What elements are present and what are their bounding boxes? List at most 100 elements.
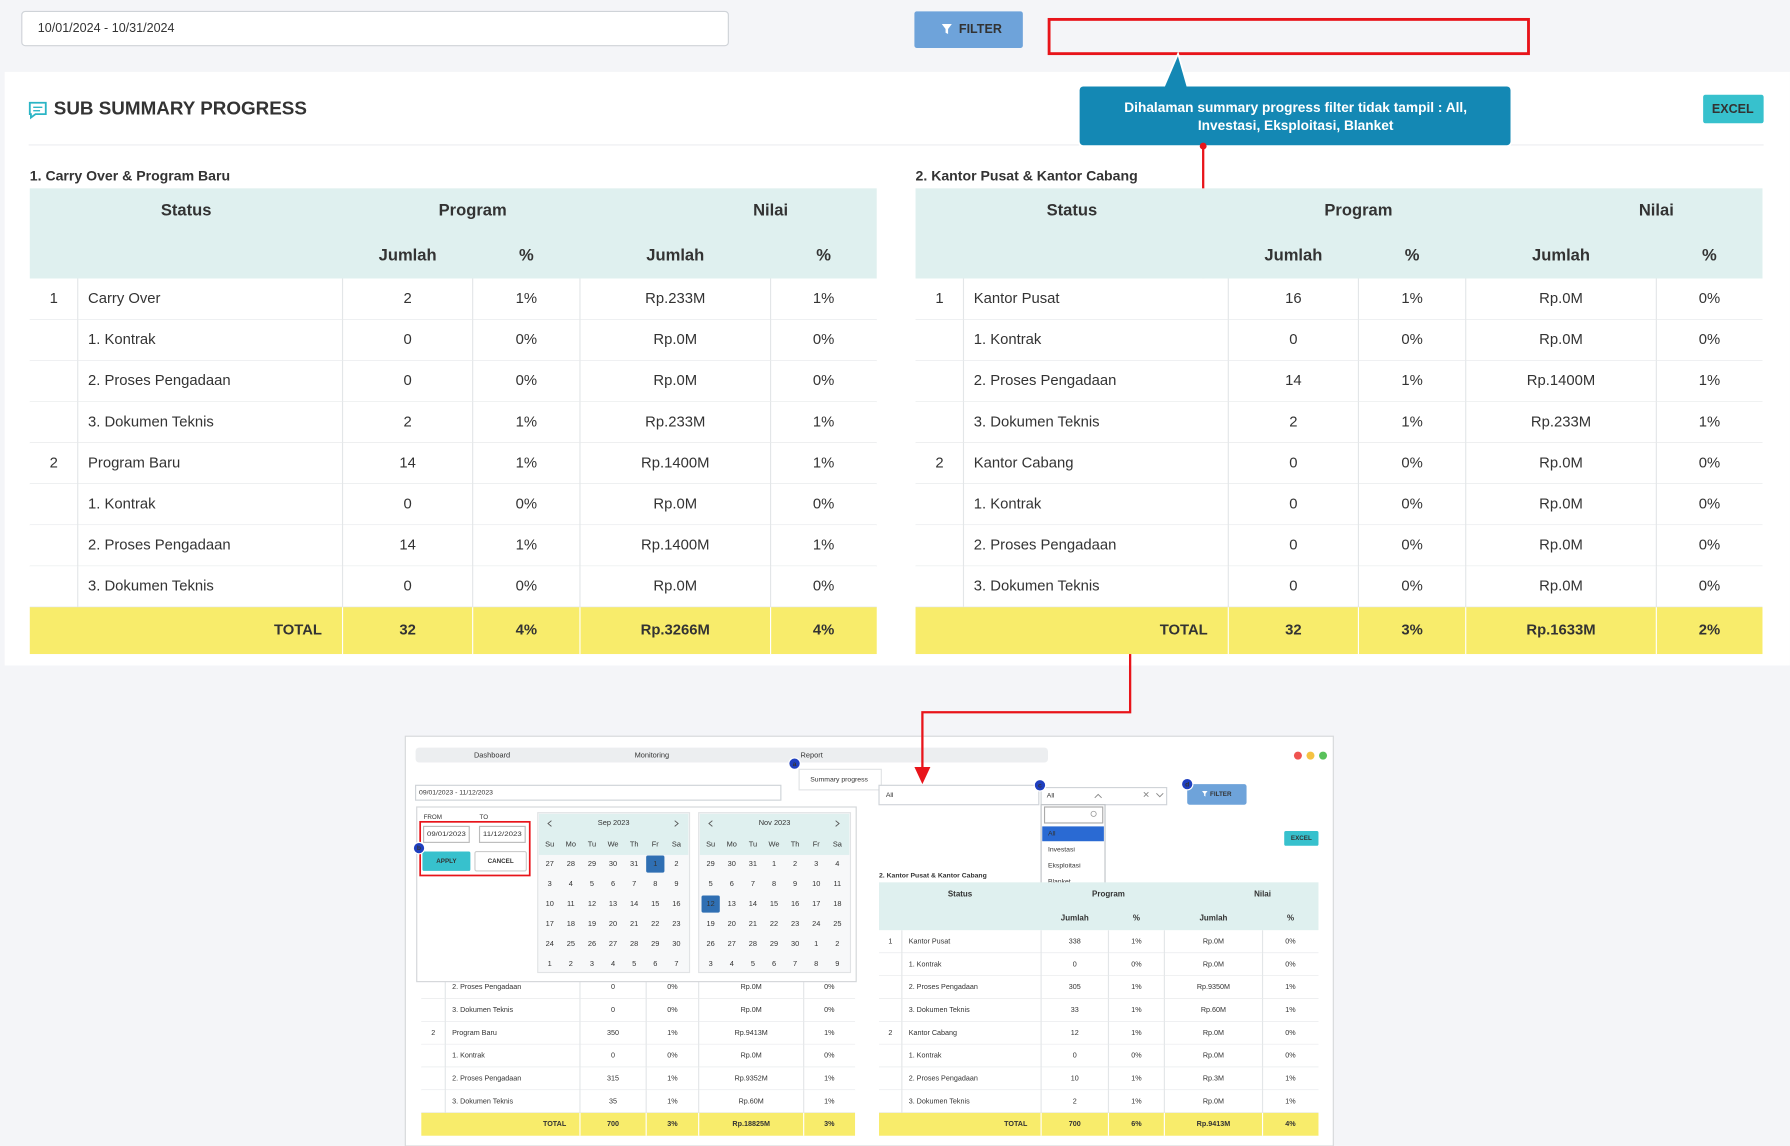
day[interactable]: 30 bbox=[672, 939, 680, 948]
dropdown-option[interactable]: Eksploitasi bbox=[1048, 863, 1081, 870]
prev-month[interactable] bbox=[547, 820, 552, 827]
day[interactable]: 7 bbox=[674, 959, 678, 968]
day[interactable]: 7 bbox=[751, 879, 755, 888]
dropdown-option[interactable]: Blanket bbox=[1048, 879, 1071, 886]
day[interactable]: 11 bbox=[567, 899, 575, 908]
day[interactable]: 24 bbox=[812, 919, 820, 928]
filter-button[interactable] bbox=[914, 11, 1023, 48]
day[interactable]: 23 bbox=[791, 919, 799, 928]
day[interactable]: 30 bbox=[728, 859, 736, 868]
day[interactable]: 22 bbox=[651, 919, 659, 928]
day[interactable]: 29 bbox=[651, 939, 659, 948]
day[interactable]: 4 bbox=[569, 879, 573, 888]
day[interactable]: 21 bbox=[630, 919, 638, 928]
day[interactable]: 2 bbox=[793, 859, 797, 868]
day[interactable]: 13 bbox=[609, 899, 617, 908]
day[interactable]: 3 bbox=[709, 959, 713, 968]
day[interactable]: 19 bbox=[707, 919, 715, 928]
day[interactable]: 5 bbox=[632, 959, 636, 968]
day[interactable]: 17 bbox=[546, 919, 554, 928]
day[interactable]: 6 bbox=[730, 879, 734, 888]
day[interactable]: 30 bbox=[791, 939, 799, 948]
day[interactable]: 4 bbox=[730, 959, 734, 968]
day[interactable]: 8 bbox=[653, 879, 657, 888]
day[interactable]: 3 bbox=[548, 879, 552, 888]
day[interactable]: 17 bbox=[812, 899, 820, 908]
row-persen: 0% bbox=[516, 373, 537, 389]
day[interactable]: 23 bbox=[672, 919, 680, 928]
day[interactable]: 18 bbox=[833, 899, 841, 908]
excel-button[interactable] bbox=[1284, 830, 1319, 846]
day[interactable]: 11 bbox=[834, 879, 842, 888]
day[interactable]: 2 bbox=[835, 939, 839, 948]
day[interactable]: 1 bbox=[653, 859, 657, 868]
prev-month[interactable] bbox=[708, 820, 713, 827]
day[interactable]: 4 bbox=[835, 859, 839, 868]
day[interactable]: 25 bbox=[833, 919, 841, 928]
day[interactable]: 5 bbox=[709, 879, 713, 888]
day[interactable]: 24 bbox=[546, 939, 554, 948]
day[interactable]: 29 bbox=[707, 859, 715, 868]
day[interactable]: 4 bbox=[611, 959, 615, 968]
day[interactable]: 1 bbox=[548, 959, 552, 968]
dropdown-option[interactable]: Investasi bbox=[1048, 847, 1075, 854]
day[interactable]: 16 bbox=[791, 899, 799, 908]
day[interactable]: 21 bbox=[749, 919, 757, 928]
day[interactable]: 31 bbox=[749, 859, 757, 868]
day[interactable]: 18 bbox=[567, 919, 575, 928]
day[interactable]: 10 bbox=[546, 899, 554, 908]
day[interactable]: 6 bbox=[653, 959, 657, 968]
day[interactable]: 27 bbox=[609, 939, 617, 948]
day[interactable]: 14 bbox=[749, 899, 757, 908]
day[interactable]: 7 bbox=[632, 879, 636, 888]
day[interactable]: 28 bbox=[749, 939, 757, 948]
day[interactable]: 3 bbox=[814, 859, 818, 868]
day[interactable]: 7 bbox=[793, 959, 797, 968]
day[interactable]: 6 bbox=[772, 959, 776, 968]
day[interactable]: 5 bbox=[751, 959, 755, 968]
cancel-button[interactable] bbox=[474, 850, 527, 872]
day[interactable]: 31 bbox=[630, 859, 638, 868]
dropdown-option[interactable]: All bbox=[1048, 831, 1056, 838]
day[interactable]: 15 bbox=[770, 899, 778, 908]
day[interactable]: 8 bbox=[814, 959, 818, 968]
day[interactable]: 30 bbox=[609, 859, 617, 868]
day[interactable]: 27 bbox=[546, 859, 554, 868]
day[interactable]: 9 bbox=[674, 879, 678, 888]
excel-button[interactable] bbox=[1703, 94, 1764, 124]
day[interactable]: 15 bbox=[651, 899, 659, 908]
day[interactable]: 9 bbox=[835, 959, 839, 968]
day[interactable]: 10 bbox=[812, 879, 820, 888]
day[interactable]: 12 bbox=[588, 899, 596, 908]
day[interactable]: 1 bbox=[772, 859, 776, 868]
day[interactable]: 8 bbox=[772, 879, 776, 888]
day[interactable]: 26 bbox=[588, 939, 596, 948]
day[interactable]: 6 bbox=[611, 879, 615, 888]
filter-button[interactable] bbox=[1187, 784, 1247, 805]
day[interactable]: 14 bbox=[630, 899, 638, 908]
day[interactable]: 19 bbox=[588, 919, 596, 928]
day[interactable]: 16 bbox=[672, 899, 680, 908]
day[interactable]: 5 bbox=[590, 879, 594, 888]
day[interactable]: 9 bbox=[793, 879, 797, 888]
day[interactable]: 27 bbox=[728, 939, 736, 948]
next-month[interactable] bbox=[674, 820, 679, 827]
day[interactable]: 2 bbox=[569, 959, 573, 968]
day[interactable]: 3 bbox=[590, 959, 594, 968]
day[interactable]: 28 bbox=[567, 859, 575, 868]
day[interactable]: 25 bbox=[567, 939, 575, 948]
next-month[interactable] bbox=[835, 820, 840, 827]
day[interactable]: 29 bbox=[770, 939, 778, 948]
day[interactable]: 29 bbox=[588, 859, 596, 868]
day[interactable]: 28 bbox=[630, 939, 638, 948]
day[interactable]: 22 bbox=[770, 919, 778, 928]
apply-button[interactable] bbox=[422, 851, 471, 871]
day[interactable]: 26 bbox=[707, 939, 715, 948]
day[interactable]: 20 bbox=[728, 919, 736, 928]
step-letter: c bbox=[1038, 782, 1042, 789]
day[interactable]: 2 bbox=[674, 859, 678, 868]
day[interactable]: 12 bbox=[707, 899, 715, 908]
day[interactable]: 20 bbox=[609, 919, 617, 928]
day[interactable]: 13 bbox=[728, 899, 736, 908]
day[interactable]: 1 bbox=[814, 939, 818, 948]
